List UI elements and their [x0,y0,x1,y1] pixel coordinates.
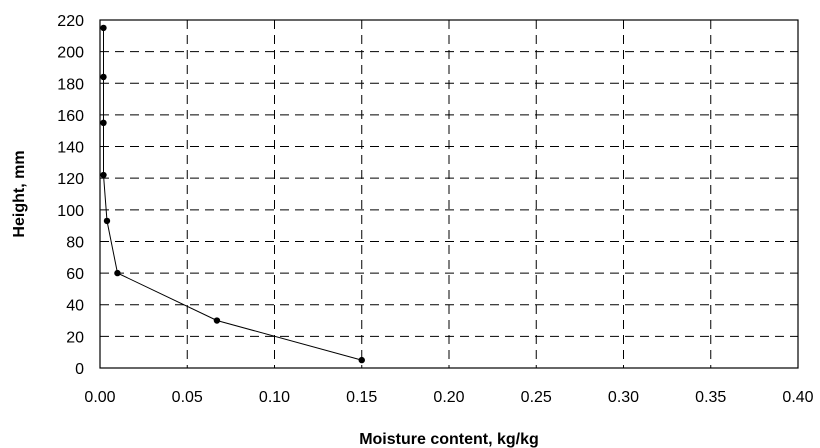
x-tick-label: 0.20 [433,389,464,406]
data-point [100,171,107,179]
data-points [100,24,365,364]
y-tick-label: 0 [75,361,84,378]
x-tick-label: 0.25 [521,389,552,406]
y-tick-label: 20 [66,329,84,346]
data-point [213,317,221,324]
y-tick-label: 180 [57,76,84,93]
y-tick-label: 60 [66,266,84,283]
y-tick-label: 40 [66,298,84,315]
data-point [358,356,365,364]
data-point [100,73,107,81]
series-line [103,27,362,361]
y-tick-label: 220 [57,13,84,30]
y-axis-title: Height, mm [11,150,28,237]
x-axis-title: Moisture content, kg/kg [359,431,539,448]
y-tick-label: 200 [57,45,84,62]
x-tick-labels: 0.00 0.05 0.10 0.15 0.20 0.25 0.30 0.35 0.40 [84,389,813,406]
x-tick-label: 0.30 [608,389,639,406]
x-tick-label: 0.35 [695,389,726,406]
y-tick-label: 140 [57,140,84,157]
plot-area [99,19,799,369]
y-tick-labels: 0 20 40 60 80 100 120 140 160 180 200 220 [57,13,84,378]
data-point [103,217,111,225]
x-tick-label: 0.00 [84,389,115,406]
x-tick-label: 0.05 [172,389,203,406]
data-point [100,119,107,127]
x-tick-label: 0.15 [346,389,377,406]
data-point [114,269,121,277]
grid [100,20,798,368]
y-tick-label: 80 [66,234,84,251]
y-tick-label: 120 [57,171,84,188]
y-tick-label: 100 [57,203,84,220]
x-tick-label: 0.10 [259,389,290,406]
data-point [100,24,107,32]
x-tick-label: 0.40 [782,389,813,406]
y-tick-label: 160 [57,108,84,125]
